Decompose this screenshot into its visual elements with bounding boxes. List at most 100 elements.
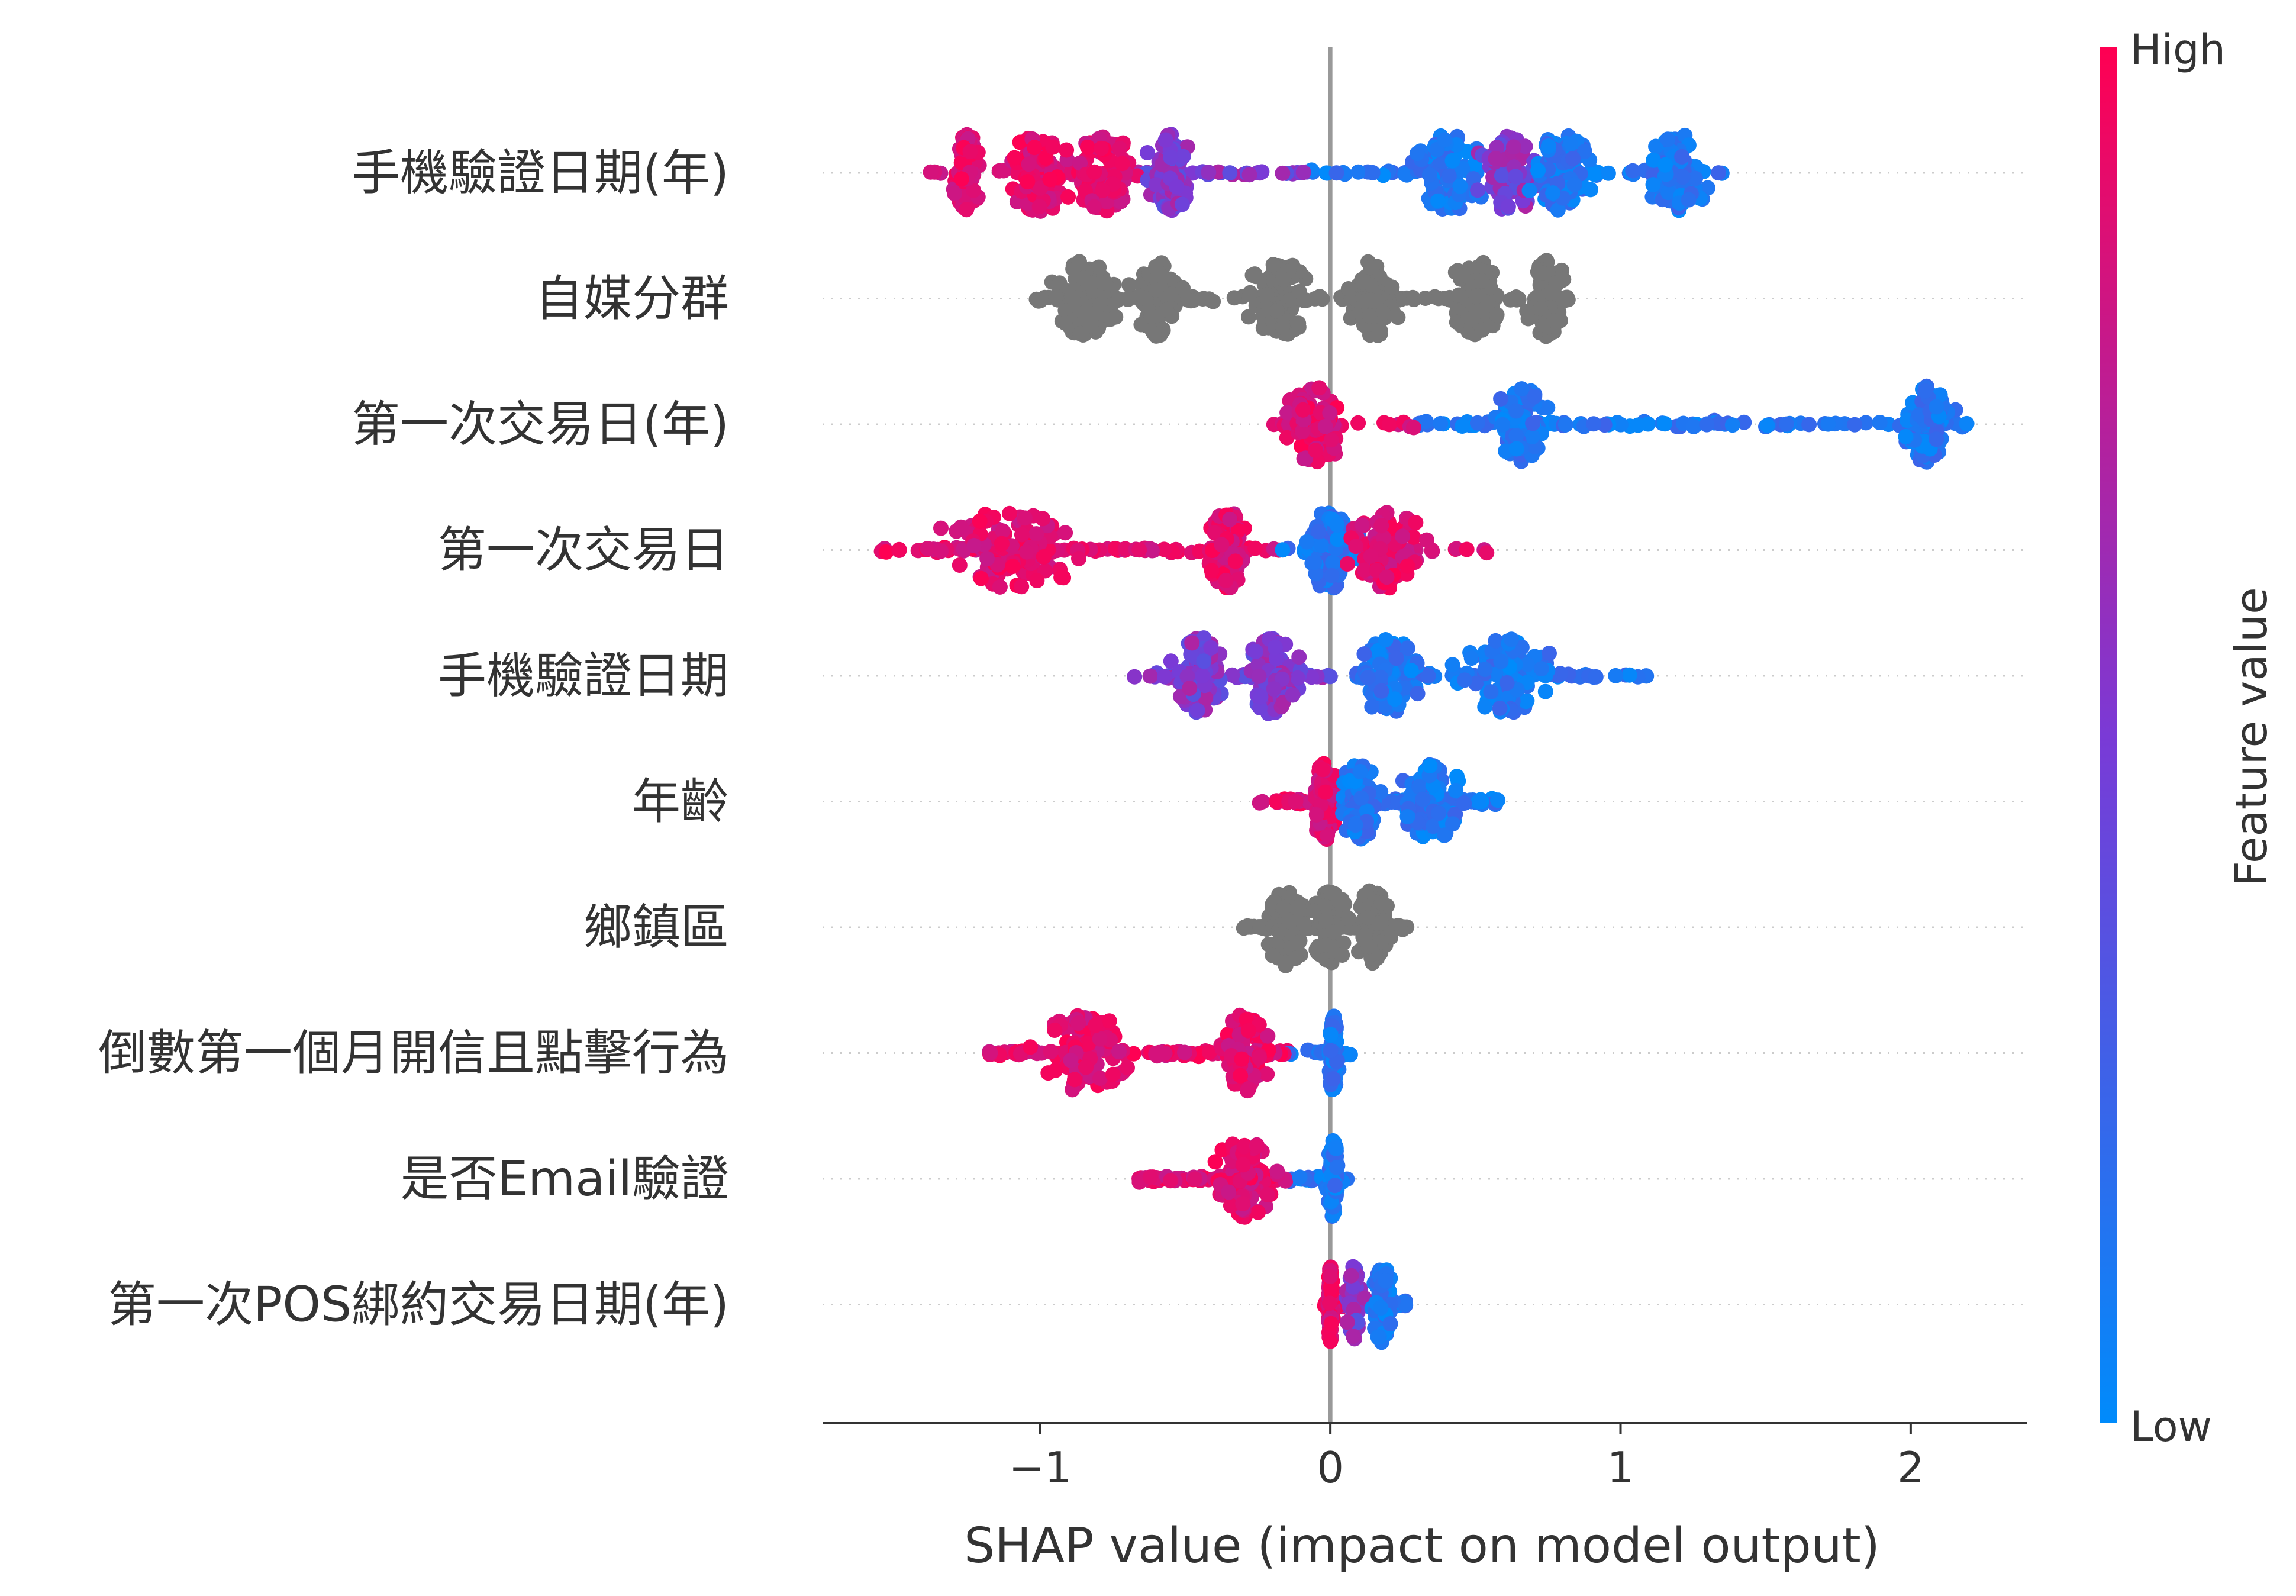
shap-point [1221,1184,1237,1200]
shap-point [1098,275,1114,291]
feature-label: 手機驗證日期(年) [352,145,729,201]
shap-point [1459,541,1475,557]
shap-point [1310,454,1325,470]
shap-point [1275,542,1291,558]
feature-label: 鄉鎮區 [583,899,729,956]
shap-point [1268,640,1283,656]
shap-point [1250,1204,1266,1220]
shap-point [1686,418,1701,434]
shap-point [1502,292,1518,308]
shap-point [952,557,968,573]
shap-point [1444,153,1460,169]
feature-label: 倒數第一個月開信且點擊行為 [98,1026,729,1082]
shap-point [1177,1044,1192,1060]
feature-points-row [1317,1259,1414,1350]
shap-point [1399,640,1415,656]
shap-point [1063,1052,1079,1068]
shap-point [966,537,982,553]
shap-point [1289,900,1304,915]
shap-point [1204,563,1220,579]
feature-points-row [923,127,1730,219]
shap-point [1463,650,1479,666]
shap-point [1898,428,1914,444]
shap-point [1144,543,1160,559]
shap-point [1530,163,1546,178]
shap-point [1474,273,1490,289]
shap-point [1508,403,1524,419]
shap-point [1259,1186,1275,1202]
shap-point [1929,399,1944,415]
shap-point [1360,910,1376,926]
shap-point [923,164,939,180]
shap-point [1247,540,1263,556]
shap-point [1348,539,1364,554]
shap-point [1057,315,1073,331]
shap-point [1318,937,1334,953]
shap-point [1493,391,1509,407]
shap-point [1207,525,1223,541]
shap-point [1363,548,1379,564]
shap-point [1194,668,1210,684]
shap-point [1175,280,1191,296]
shap-point [1329,1159,1344,1175]
shap-point [1324,568,1340,583]
shap-point [1323,1027,1339,1043]
shap-point [1028,526,1044,542]
shap-point [972,513,988,529]
shap-point [1140,145,1156,160]
shap-point [878,544,894,560]
shap-point [1420,668,1436,684]
shap-point [1223,1198,1239,1214]
x-tick-label: 2 [1897,1443,1924,1492]
shap-point [1469,415,1485,431]
shap-point [1018,544,1034,560]
shap-point [1056,570,1072,586]
shap-point [1070,1015,1086,1031]
shap-point [1057,525,1073,541]
shap-point [1445,816,1460,832]
x-tick-label: −1 [1009,1443,1072,1492]
shap-point [1038,150,1054,166]
shap-point [1260,1028,1276,1044]
feature-label: 第一次交易日(年) [352,396,729,453]
shap-point [1759,417,1775,433]
shap-point [1470,182,1486,198]
shap-point [1174,196,1190,212]
shap-point [1504,631,1520,647]
shap-point [1318,913,1334,929]
shap-point [1314,537,1330,553]
shap-point [1399,558,1415,574]
shap-point [1157,1046,1173,1061]
shap-point [1012,134,1028,150]
shap-point [1521,182,1537,198]
shap-point [1059,142,1075,158]
shap-point [1336,935,1352,951]
shap-point [1419,532,1434,548]
shap-point [1657,157,1673,173]
shap-point [1047,1023,1063,1038]
shap-point [1179,669,1195,685]
shap-point [1078,1059,1094,1075]
shap-point [1036,549,1052,565]
shap-point [1222,165,1238,181]
shap-point [1163,149,1179,165]
shap-point [1092,296,1108,312]
shap-point [1226,290,1242,306]
shap-point [973,570,989,586]
shap-point [1537,683,1553,699]
shap-point [1291,649,1307,665]
shap-point [1362,308,1378,324]
shap-point [1031,293,1047,309]
shap-point [1295,165,1311,180]
shap-point [1545,185,1561,201]
shap-point [966,182,981,198]
shap-point [1224,667,1240,683]
shap-point [1621,667,1637,683]
shap-point [1317,898,1333,914]
shap-point [1317,784,1333,800]
shap-point [1357,928,1373,944]
shap-point [1315,762,1331,778]
shap-point [1847,417,1863,433]
shap-point [1373,895,1389,911]
